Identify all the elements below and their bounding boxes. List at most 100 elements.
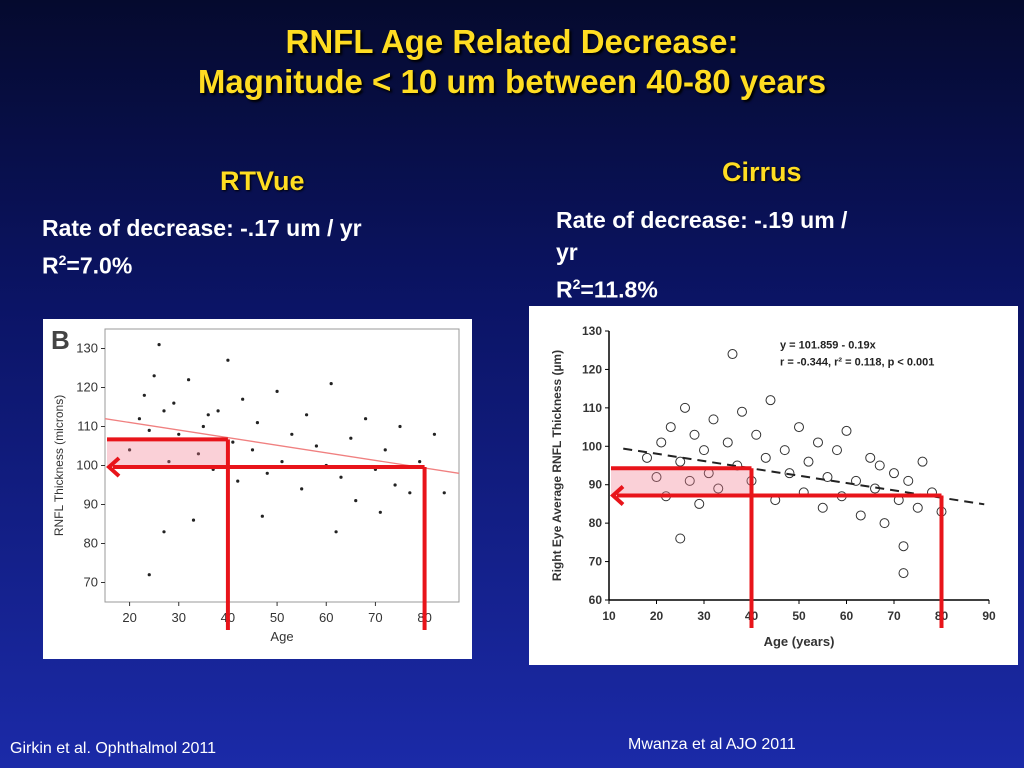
- cirrus-stats: Rate of decrease: -.19 um / yr R2=11.8%: [556, 204, 847, 306]
- data-point: [803, 456, 814, 467]
- left-citation: Girkin et al. Ophthalmol 2011: [10, 740, 217, 757]
- y-axis-label: Right Eye Average RNFL Thickness (µm): [550, 350, 564, 581]
- y-tick-label: 90: [589, 478, 603, 492]
- data-point: [147, 428, 151, 432]
- x-tick-label: 30: [172, 610, 186, 625]
- right-citation: Mwanza et al AJO 2011: [628, 736, 796, 753]
- data-point: [841, 425, 852, 436]
- cirrus-r2-sup: 2: [572, 276, 581, 292]
- highlight-arrowhead: [610, 484, 625, 506]
- y-tick-label: 100: [582, 439, 602, 453]
- data-point: [236, 479, 240, 483]
- data-point: [851, 475, 861, 486]
- data-point: [813, 437, 823, 448]
- data-point: [832, 445, 842, 456]
- x-tick-label: 50: [792, 609, 806, 623]
- data-point: [708, 414, 719, 425]
- data-point: [167, 460, 171, 464]
- x-tick-label: 70: [887, 609, 901, 623]
- x-tick-label: 90: [982, 609, 996, 623]
- cirrus-r2: R2=11.8%: [556, 268, 847, 306]
- equation-annotation: y = 101.859 - 0.19x: [780, 339, 877, 351]
- data-point: [241, 397, 245, 401]
- slide-title: RNFL Age Related Decrease: Magnitude < 1…: [0, 22, 1024, 102]
- y-tick-label: 70: [84, 575, 98, 590]
- data-point: [675, 533, 686, 544]
- decrease-band: [107, 439, 228, 468]
- data-point: [917, 456, 928, 467]
- decrease-band: [611, 468, 752, 496]
- y-tick-label: 60: [589, 593, 603, 607]
- data-point: [127, 448, 132, 452]
- x-axis-label: Age: [270, 629, 293, 644]
- y-tick-label: 120: [76, 380, 98, 395]
- data-point: [196, 452, 201, 456]
- data-point: [432, 432, 437, 436]
- data-point: [157, 343, 161, 347]
- data-point: [191, 518, 196, 522]
- data-point: [260, 514, 264, 518]
- regression-line: [104, 418, 460, 474]
- data-point: [642, 452, 652, 463]
- data-point: [206, 413, 210, 417]
- data-point: [713, 483, 724, 494]
- data-point: [250, 448, 255, 452]
- y-tick-label: 130: [76, 341, 98, 356]
- data-point: [699, 445, 709, 456]
- cirrus-r2-label: R: [556, 276, 573, 303]
- data-point: [898, 541, 909, 552]
- y-axis-label: RNFL Thickness (microns): [52, 395, 66, 536]
- data-point: [147, 573, 151, 577]
- data-point: [177, 432, 181, 436]
- x-tick-label: 30: [697, 609, 711, 623]
- data-point: [408, 491, 412, 495]
- data-point: [162, 409, 166, 413]
- data-point: [201, 424, 205, 429]
- cirrus-heading: Cirrus: [722, 157, 802, 187]
- rtvue-r2: R2=7.0%: [42, 244, 362, 282]
- data-point: [779, 445, 790, 456]
- rtvue-r2-sup: 2: [58, 252, 67, 268]
- data-point: [162, 530, 166, 534]
- x-tick-label: 10: [602, 609, 616, 623]
- x-tick-label: 60: [840, 609, 854, 623]
- rtvue-stats: Rate of decrease: -.17 um / yr R2=7.0%: [42, 212, 362, 282]
- data-point: [684, 475, 695, 486]
- x-axis-label: Age (years): [764, 634, 835, 649]
- data-point: [172, 401, 176, 405]
- data-point: [418, 460, 422, 464]
- rtvue-scatter-chart: 70809010011012013020304050607080AgeRNFL …: [51, 325, 460, 644]
- data-point: [216, 409, 220, 413]
- data-point: [334, 530, 338, 534]
- data-point: [680, 402, 690, 413]
- data-point: [137, 417, 142, 421]
- rtvue-rate: Rate of decrease: -.17 um / yr: [42, 215, 362, 241]
- data-point: [760, 452, 771, 463]
- data-point: [903, 475, 914, 486]
- cirrus-rate-line1: Rate of decrease: -.19 um /: [556, 207, 848, 233]
- data-point: [784, 468, 795, 479]
- data-point: [275, 389, 279, 393]
- data-point: [817, 502, 828, 513]
- data-point: [737, 406, 747, 417]
- y-tick-label: 100: [76, 458, 98, 473]
- cirrus-scatter-chart: 60708090100110120130102030405060708090Ag…: [550, 324, 996, 649]
- highlight-arrowhead: [106, 456, 121, 478]
- rtvue-heading: RTVue: [220, 166, 305, 196]
- data-point: [152, 374, 156, 378]
- data-point: [398, 424, 402, 429]
- data-point: [231, 440, 235, 444]
- x-tick-label: 70: [368, 610, 382, 625]
- data-point: [280, 460, 284, 464]
- rtvue-chart-panel: 70809010011012013020304050607080AgeRNFL …: [43, 319, 472, 659]
- data-point: [727, 349, 738, 360]
- data-point: [442, 491, 446, 495]
- x-tick-label: 20: [122, 610, 136, 625]
- cirrus-chart-panel: 60708090100110120130102030405060708090Ag…: [529, 306, 1018, 665]
- data-point: [722, 437, 733, 448]
- data-point: [378, 510, 382, 514]
- data-point: [879, 518, 890, 529]
- y-tick-label: 70: [589, 555, 603, 569]
- data-point: [349, 436, 353, 440]
- x-tick-label: 60: [319, 610, 333, 625]
